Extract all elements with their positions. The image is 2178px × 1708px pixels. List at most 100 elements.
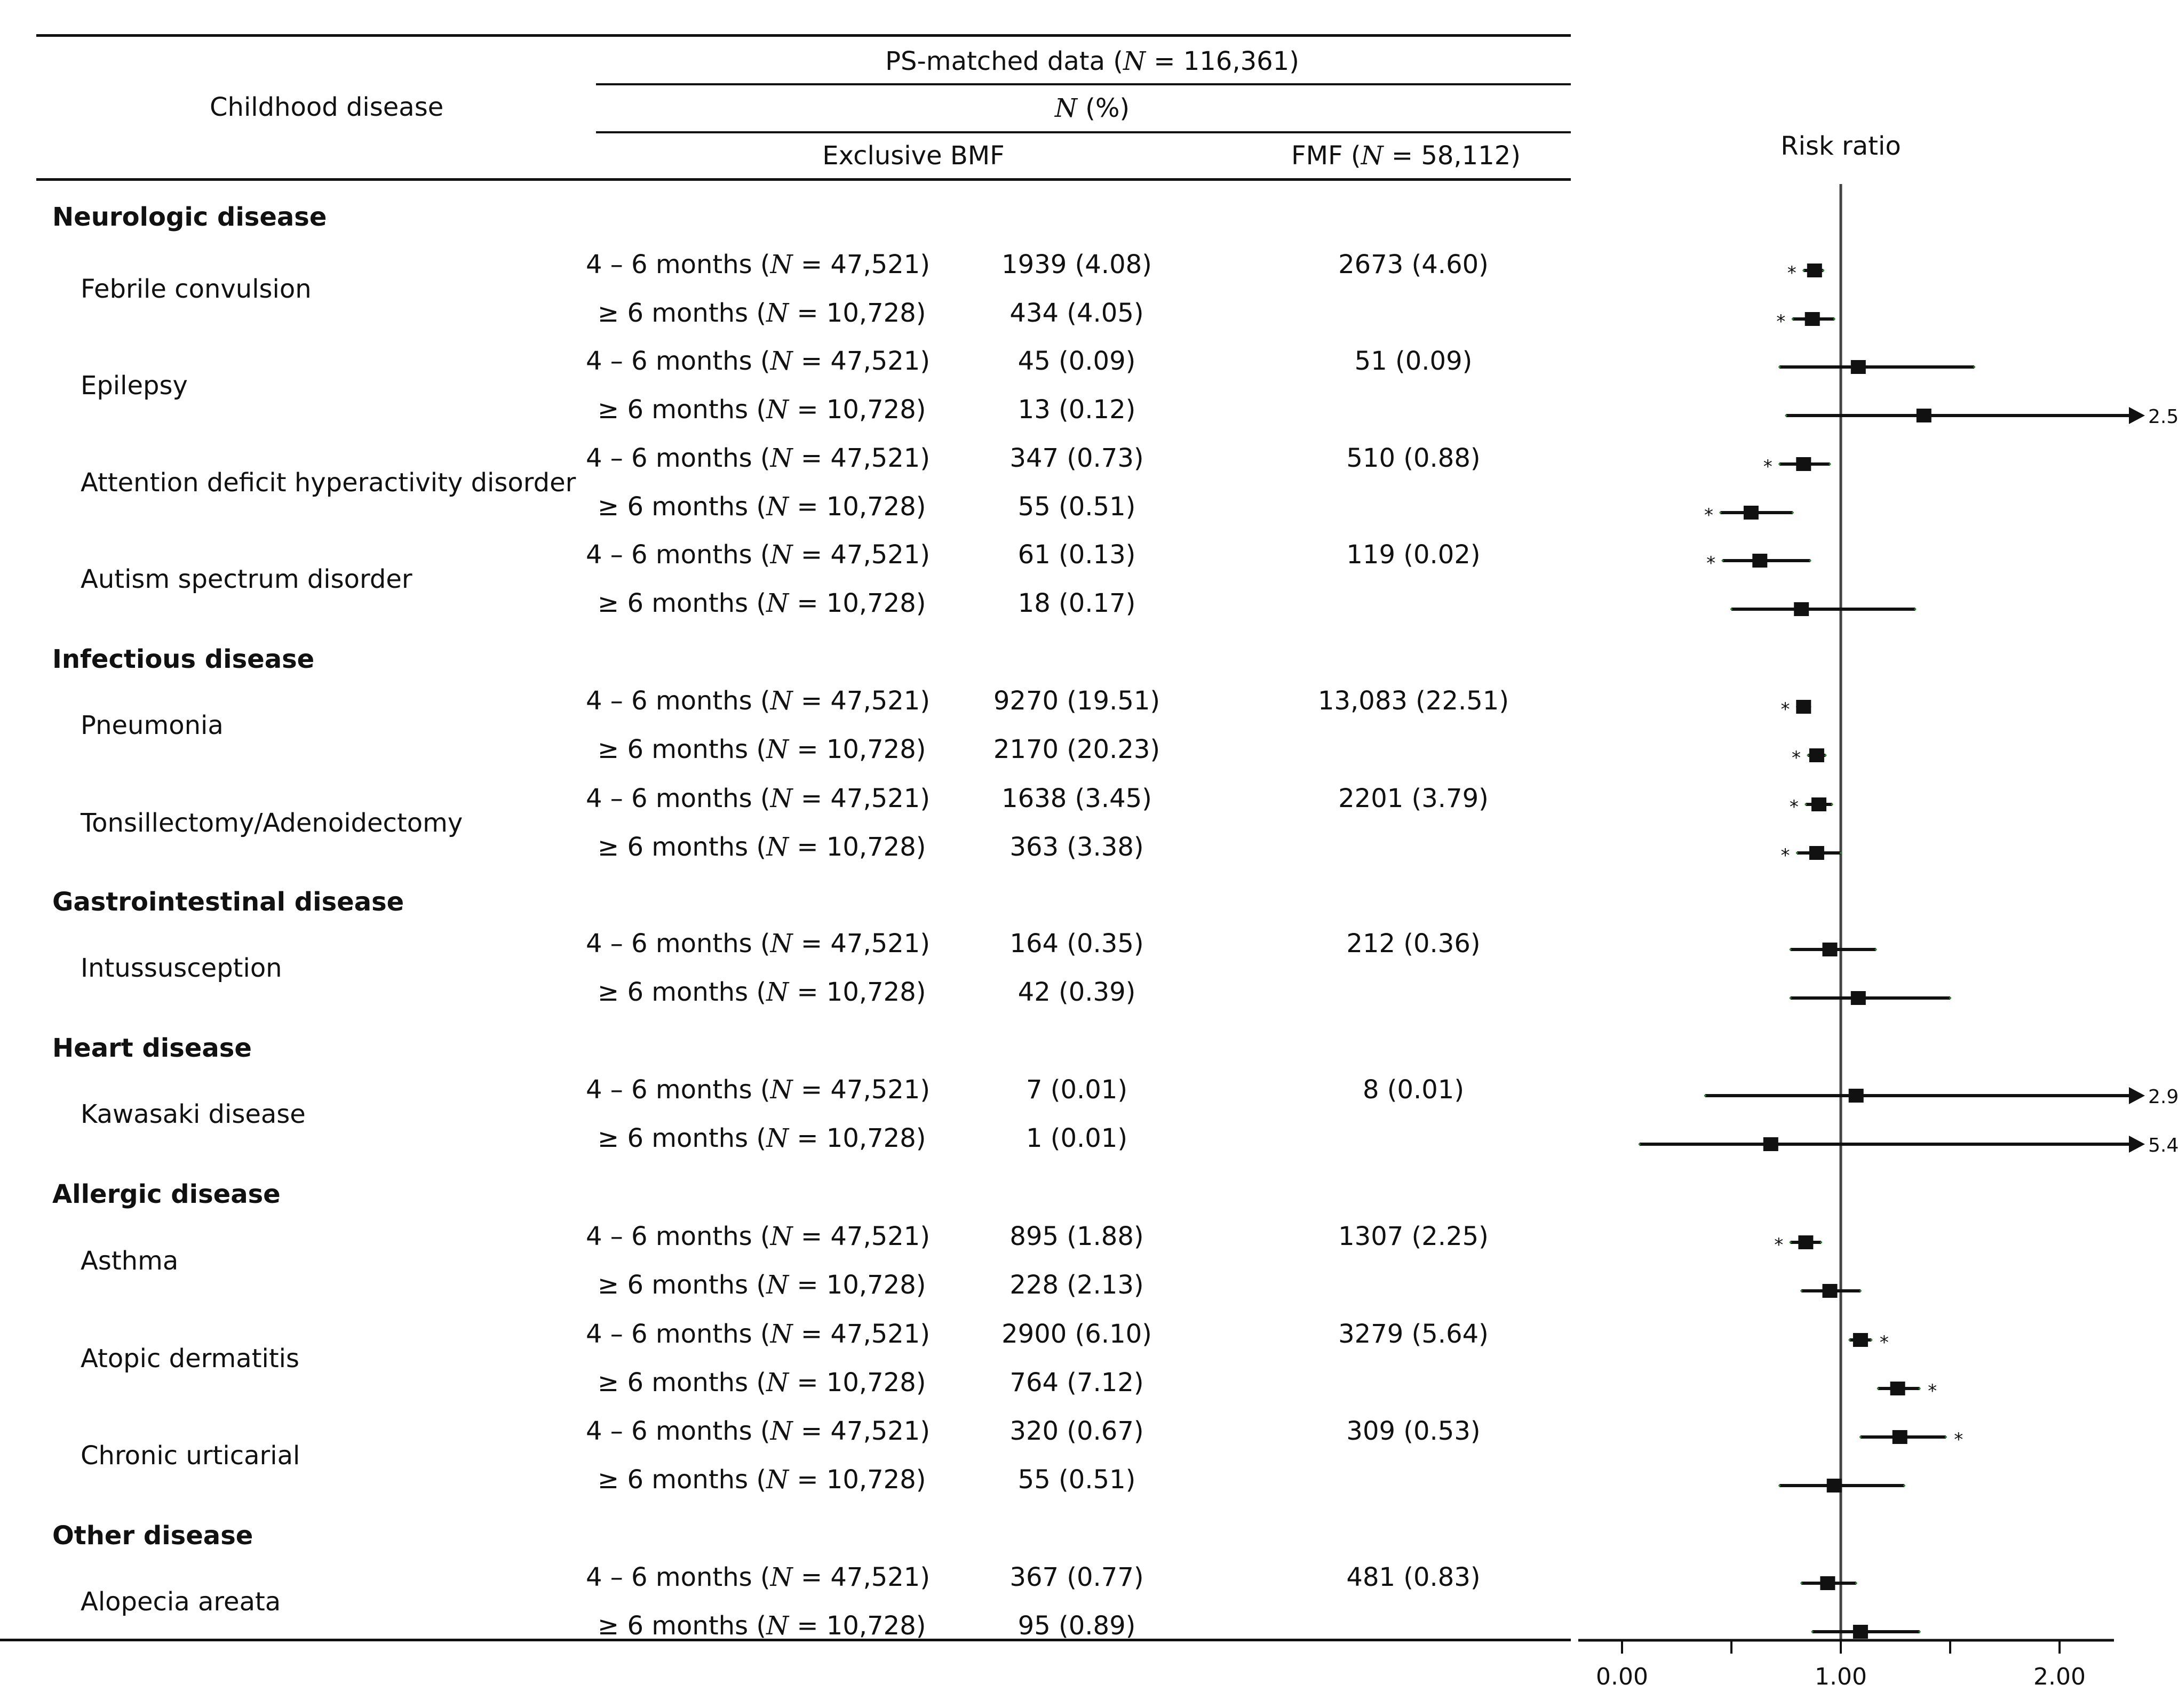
ci-upper-bound-label: 2.54 [2148,406,2178,428]
point-estimate-marker [1752,554,1768,568]
point-estimate-marker [1850,360,1866,374]
group-heading: Allergic disease [52,1179,281,1209]
point-estimate-marker [1796,700,1811,714]
exposure-period: ≥ 6 months (N = 10,728) [598,298,926,328]
ci-cap-dot [1638,1143,1641,1145]
point-estimate-marker [1763,1137,1778,1151]
fmf-count: 510 (0.88) [1346,443,1481,473]
ci-cap-dot [1805,803,1807,805]
ci-cap-dot [1811,1631,1814,1633]
exposure-period: 4 – 6 months (N = 47,521) [586,1319,931,1349]
bmf-count: 13 (0.12) [1018,395,1136,425]
ci-cap-dot [1918,1387,1921,1390]
bmf-count: 1939 (4.08) [1001,250,1152,280]
ci-cap-dot [1822,269,1825,272]
group-heading: Gastrointestinal disease [52,887,404,917]
group-heading: Infectious disease [52,644,315,674]
ci-cap-dot [1973,366,1976,368]
point-estimate-marker [1811,797,1826,811]
group-heading: Other disease [52,1521,253,1551]
exposure-period: ≥ 6 months (N = 10,728) [598,1270,926,1300]
significance-marker: * [1774,1234,1783,1256]
ci-cap-dot [1824,754,1827,756]
exposure-period: ≥ 6 months (N = 10,728) [598,735,926,764]
ci-cap-dot [1918,1631,1921,1633]
header-bottom-rule [36,178,1571,181]
exposure-period: 4 – 6 months (N = 47,521) [586,929,931,959]
exposure-period: 4 – 6 months (N = 47,521) [586,1222,931,1251]
x-tick-label: 0.00 [1596,1663,1648,1690]
bmf-count: 2170 (20.23) [993,735,1160,764]
column-header-fmf: FMF (N = 58,112) [1291,141,1521,171]
fmf-count: 2673 (4.60) [1338,250,1489,280]
bmf-count: 764 (7.12) [1009,1368,1144,1398]
group-heading: Heart disease [52,1033,252,1063]
bmf-count: 367 (0.77) [1009,1562,1144,1592]
bmf-count: 42 (0.39) [1018,977,1136,1007]
exposure-period: ≥ 6 months (N = 10,728) [598,395,926,425]
ci-cap-dot [1848,1339,1851,1341]
fmf-count: 1307 (2.25) [1338,1222,1489,1251]
fmf-count: 51 (0.09) [1354,346,1473,376]
ci-cap-dot [1807,754,1809,756]
x-tick-label: 2.00 [2033,1663,2086,1690]
point-estimate-marker [1848,1089,1864,1103]
ci-cap-dot [1809,706,1811,708]
fmf-count: 2201 (3.79) [1338,784,1489,813]
ci-cap-dot [1796,852,1798,854]
table-top-rule [36,34,1571,37]
ci-cap-dot [1785,414,1787,417]
point-estimate-marker [1809,846,1824,860]
point-estimate-marker [1809,748,1824,762]
significance-marker: * [1776,311,1785,332]
ci-arrow-head [2129,1087,2145,1104]
point-estimate-marker [1798,1235,1814,1249]
ci-cap-dot [1903,1484,1905,1487]
group-title-rule [596,83,1571,85]
x-tick-label: 1.00 [1815,1663,1867,1690]
bmf-count: 2900 (6.10) [1001,1319,1152,1349]
ci-cap-dot [1855,1582,1857,1584]
point-estimate-marker [1850,991,1866,1005]
ci-cap-dot [1789,948,1792,951]
exposure-period: 4 – 6 months (N = 47,521) [586,346,931,376]
ci-arrow-head [2129,407,2145,424]
bmf-count: 95 (0.89) [1018,1611,1136,1641]
ci-cap-dot [1833,318,1835,320]
disease-label: Kawasaki disease [81,1099,306,1129]
significance-marker: * [1704,505,1713,526]
significance-marker: * [1781,699,1790,720]
fmf-count: 13,083 (22.51) [1317,686,1509,716]
subheader-rule [596,131,1571,133]
exposure-period: ≥ 6 months (N = 10,728) [598,492,926,522]
point-estimate-marker [1853,1625,1868,1639]
ci-cap-dot [1914,608,1917,610]
ci-cap-dot [1778,1484,1781,1487]
bmf-count: 1638 (3.45) [1001,784,1152,813]
ci-upper-bound-label: 5.41 [2148,1135,2178,1156]
ci-cap-dot [1791,512,1794,514]
point-estimate-marker [1743,506,1759,520]
column-header-disease: Childhood disease [210,92,444,122]
ci-cap-dot [1874,948,1877,951]
point-estimate-marker [1916,409,1931,422]
ci-cap-dot [1802,269,1805,272]
bmf-count: 7 (0.01) [1026,1075,1128,1105]
exposure-period: 4 – 6 months (N = 47,521) [586,686,931,716]
exposure-period: 4 – 6 months (N = 47,521) [586,540,931,570]
bmf-count: 18 (0.17) [1018,588,1136,618]
point-estimate-marker [1807,264,1822,277]
fmf-count: 3279 (5.64) [1338,1319,1489,1349]
disease-label: Asthma [81,1246,179,1276]
disease-label: Attention deficit hyperactivity disorder [81,467,576,498]
ci-cap-dot [1704,1095,1706,1097]
bmf-count: 347 (0.73) [1009,443,1144,473]
bmf-count: 363 (3.38) [1009,832,1144,862]
ci-arrow-head [2129,1136,2145,1153]
ci-cap-dot [1944,1436,1947,1438]
exposure-period: 4 – 6 months (N = 47,521) [586,1416,931,1446]
bmf-count: 320 (0.67) [1009,1416,1144,1446]
bmf-count: 55 (0.51) [1018,492,1136,522]
significance-marker: * [1790,796,1799,818]
chart-title: Risk ratio [1780,131,1901,161]
